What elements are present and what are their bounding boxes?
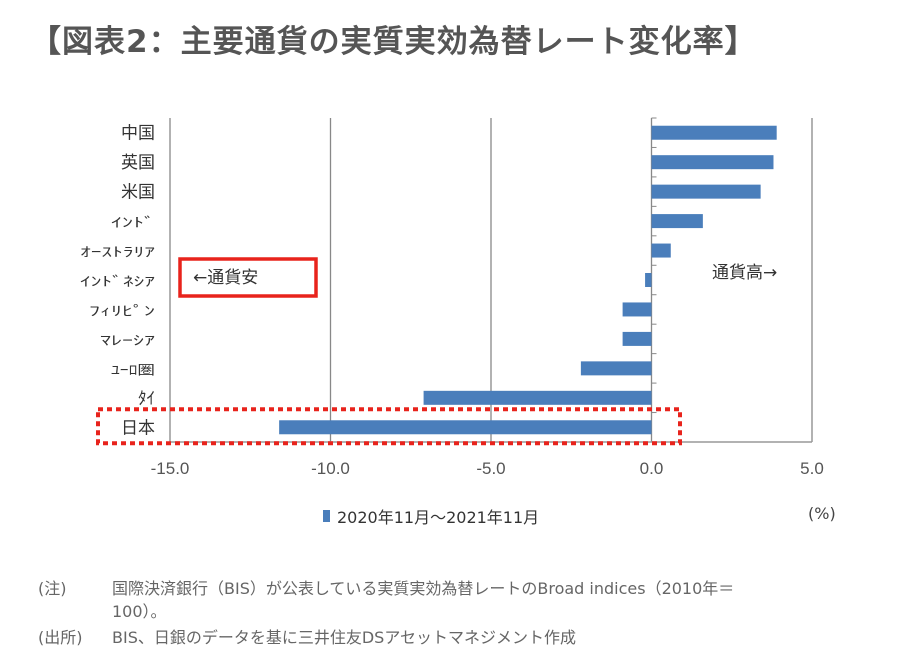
unit-label: (%) xyxy=(808,504,836,523)
bar-1 xyxy=(651,155,774,170)
category-label: 日本 xyxy=(121,418,155,438)
category-label: ﾏﾚｰｼｱ xyxy=(100,334,156,349)
annotation-right: 通貨高→ xyxy=(712,263,777,283)
chart-title: 【図表2：主要通貨の実質実効為替レート変化率】 xyxy=(30,24,757,60)
note-line-1: 国際決済銀行（BIS）が公表している実質実効為替レートのBroad indice… xyxy=(112,579,735,598)
source-label: (出所) xyxy=(38,628,83,647)
x-tick-label: 5.0 xyxy=(800,459,824,478)
x-tick-label: 0.0 xyxy=(640,459,664,478)
bar-7 xyxy=(622,331,652,346)
annotation-left: ←通貨安 xyxy=(193,268,258,288)
category-label: 米国 xyxy=(121,183,155,203)
highlight-box-currency-weak xyxy=(178,257,318,298)
bar-4 xyxy=(651,243,671,258)
bar-5 xyxy=(645,273,652,287)
category-label: ﾌｨﾘﾋﾟﾝ xyxy=(89,304,155,319)
category-label: ｵｰｽﾄﾗﾘｱ xyxy=(80,246,156,261)
note-label: (注) xyxy=(38,579,67,598)
category-label: ﾕｰﾛ圏 xyxy=(111,363,155,378)
legend-label: 2020年11月～2021年11月 xyxy=(337,508,539,527)
bar-2 xyxy=(651,184,761,199)
category-label: ｲﾝﾄﾞ xyxy=(111,216,155,231)
bar-10 xyxy=(279,420,652,435)
highlight-box-japan xyxy=(96,407,682,446)
bar-6 xyxy=(622,302,652,317)
x-tick-label: -10.0 xyxy=(311,459,350,478)
bar-0 xyxy=(651,125,777,140)
category-label: 中国 xyxy=(121,124,155,144)
bar-8 xyxy=(580,361,652,376)
category-label: ｲﾝﾄﾞﾈｼｱ xyxy=(80,275,156,290)
source-text: BIS、日銀のデータを基に三井住友DSアセットマネジメント作成 xyxy=(112,628,577,647)
category-label: ﾀｲ xyxy=(138,389,155,409)
x-tick-label: -15.0 xyxy=(151,459,190,478)
note-line-2: 100）。 xyxy=(112,602,167,621)
bar-3 xyxy=(651,214,703,229)
category-label: 英国 xyxy=(121,153,155,173)
legend-swatch xyxy=(323,510,330,522)
x-tick-label: -5.0 xyxy=(476,459,505,478)
bar-9 xyxy=(423,390,652,405)
